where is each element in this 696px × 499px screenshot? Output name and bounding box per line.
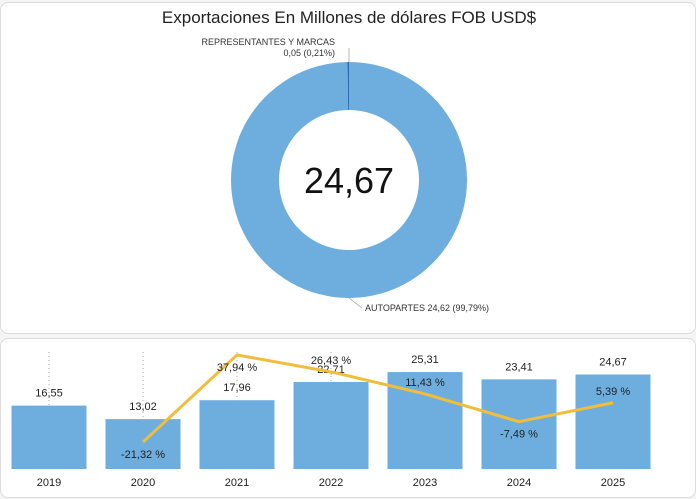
- bar-value-label: 25,31: [411, 354, 439, 366]
- donut-slice-0[interactable]: [231, 62, 468, 298]
- growth-label: -7,49 %: [500, 429, 538, 441]
- bar-2022[interactable]: [293, 382, 369, 469]
- growth-label: 37,94 %: [217, 362, 258, 374]
- donut-slice-1[interactable]: [347, 62, 349, 111]
- bar-value-label: 13,02: [129, 401, 157, 413]
- bar-2020[interactable]: [105, 419, 181, 469]
- growth-label: 26,43 %: [311, 355, 352, 367]
- x-tick-label: 2022: [319, 477, 343, 489]
- growth-label: -21,32 %: [121, 449, 165, 461]
- bar-value-label: 24,67: [599, 357, 627, 369]
- growth-label: 11,43 %: [405, 377, 445, 389]
- x-tick-label: 2023: [413, 477, 437, 489]
- donut-center-value: 24,67: [304, 160, 394, 201]
- x-tick-label: 2020: [131, 477, 155, 489]
- x-tick-label: 2021: [225, 477, 249, 489]
- bar-2021[interactable]: [199, 400, 275, 469]
- slice-label-autopartes: AUTOPARTES 24,62 (99,79%): [365, 303, 489, 313]
- x-tick-label: 2025: [601, 477, 625, 489]
- donut-chart: [231, 48, 468, 309]
- bar-value-label: 17,96: [223, 382, 251, 394]
- bar-2024[interactable]: [481, 379, 557, 469]
- leader-line: [348, 297, 363, 309]
- bar-2025[interactable]: [575, 374, 651, 469]
- combo-chart: 16,55201913,02202017,96202122,71202225,3…: [11, 352, 651, 489]
- slice-label-representantes: REPRESENTANTES Y MARCAS: [201, 37, 335, 47]
- growth-line: [141, 353, 614, 444]
- slice-sublabel-representantes: 0,05 (0,21%): [283, 48, 335, 58]
- bar-value-label: 16,55: [35, 388, 63, 400]
- growth-label: 5,39 %: [596, 386, 630, 398]
- x-tick-label: 2024: [507, 477, 531, 489]
- bar-2019[interactable]: [11, 405, 87, 469]
- x-tick-label: 2019: [37, 477, 61, 489]
- donut-title: Exportaciones En Millones de dólares FOB…: [162, 8, 537, 27]
- bar-value-label: 23,41: [505, 361, 533, 373]
